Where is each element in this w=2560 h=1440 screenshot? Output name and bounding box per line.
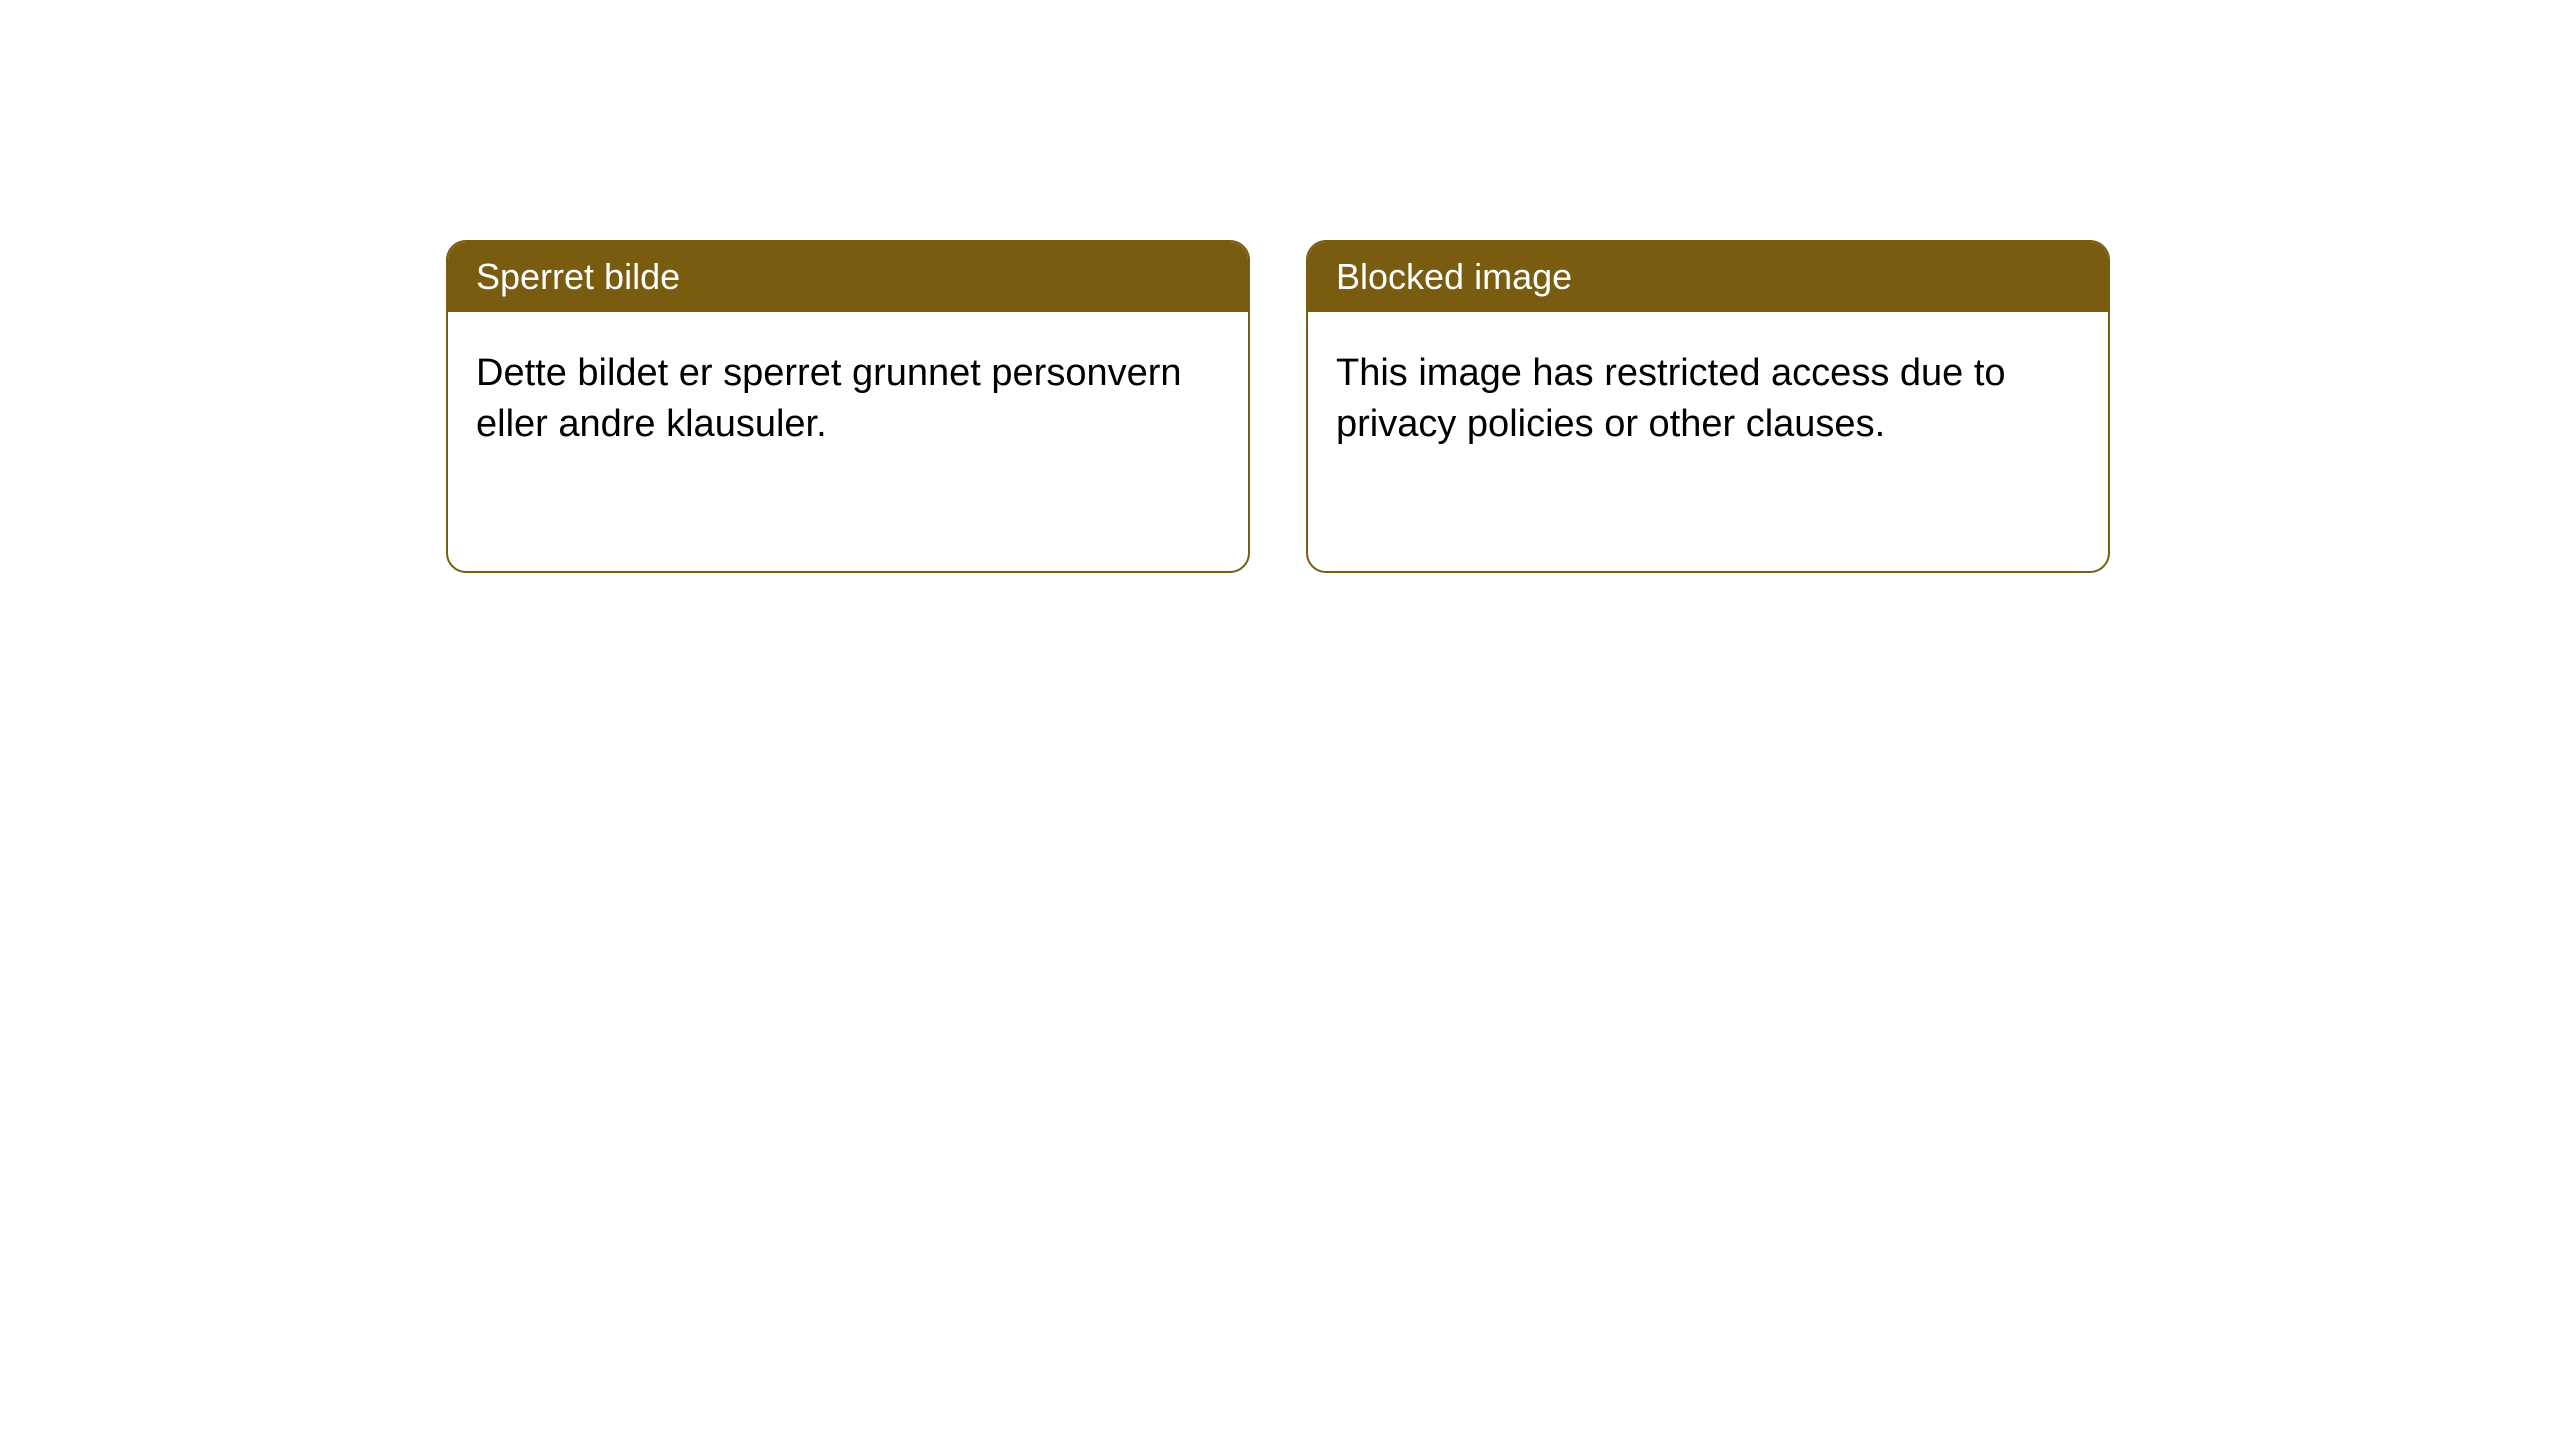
blocked-image-card-no: Sperret bilde Dette bildet er sperret gr… [446,240,1250,573]
card-body-no: Dette bildet er sperret grunnet personve… [448,312,1248,487]
blocked-image-card-en: Blocked image This image has restricted … [1306,240,2110,573]
card-header-en: Blocked image [1308,242,2108,312]
card-body-text-no: Dette bildet er sperret grunnet personve… [476,352,1182,445]
card-header-no: Sperret bilde [448,242,1248,312]
card-title-en: Blocked image [1336,256,1572,297]
card-title-no: Sperret bilde [476,256,680,297]
card-body-en: This image has restricted access due to … [1308,312,2108,487]
cards-container: Sperret bilde Dette bildet er sperret gr… [0,0,2560,573]
card-body-text-en: This image has restricted access due to … [1336,352,2006,445]
